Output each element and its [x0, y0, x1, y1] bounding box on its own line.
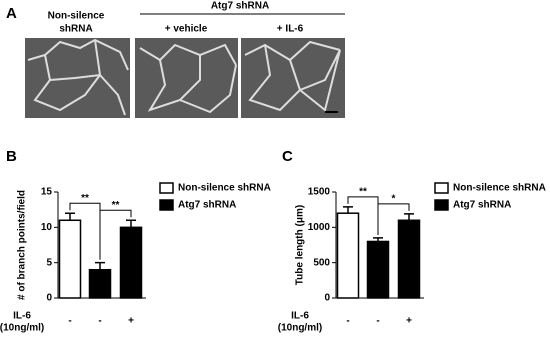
legend-label: Atg7 shRNA	[453, 200, 511, 211]
y-tick-label: 1500	[308, 187, 331, 198]
legend-label: Atg7 shRNA	[178, 200, 236, 211]
significance-label: **	[112, 200, 120, 211]
bar	[397, 219, 421, 299]
significance-label: **	[359, 186, 367, 197]
group-label: Atg7 shRNA	[211, 1, 269, 12]
y-tick-label: 10	[41, 222, 53, 233]
x-tick-label: -	[376, 316, 379, 327]
control-label: Non-silence	[48, 11, 105, 22]
error-bar	[404, 213, 414, 221]
panel-label: B	[6, 148, 17, 165]
bar	[336, 212, 360, 299]
legend-swatch	[159, 182, 174, 194]
y-axis-label: # of branch points/field	[17, 190, 28, 300]
y-tick-label: 0	[46, 293, 52, 304]
error-bar	[343, 206, 353, 214]
significance-label: *	[392, 194, 396, 205]
condition-label: + IL-6	[277, 24, 304, 35]
legend-label: Non-silence shRNA	[178, 183, 271, 194]
legend-swatch	[434, 182, 449, 194]
x-axis-unit: (10ng/ml)	[278, 323, 322, 334]
error-bar	[126, 219, 136, 228]
panel-label: A	[6, 5, 17, 22]
significance-bracket	[377, 203, 410, 235]
x-tick-label: -	[68, 316, 71, 327]
x-tick-label: +	[128, 316, 134, 327]
bar	[58, 219, 82, 299]
control-label: shRNA	[59, 24, 92, 35]
panel-label: C	[282, 148, 293, 165]
micrographs	[25, 38, 345, 118]
y-tick-label: 0	[324, 293, 330, 304]
y-axis-label: Tube length (μm)	[295, 205, 306, 285]
y-tick-label: 5	[46, 257, 52, 268]
error-bar	[95, 261, 105, 270]
error-bar	[373, 237, 383, 242]
legend-swatch	[159, 199, 174, 211]
y-tick-label: 1000	[308, 222, 331, 233]
bar	[366, 240, 390, 299]
y-tick-label: 15	[41, 187, 53, 198]
legend-label: Non-silence shRNA	[453, 183, 546, 194]
condition-label: + vehicle	[165, 24, 208, 35]
x-tick-label: -	[98, 316, 101, 327]
bar	[119, 226, 143, 299]
x-axis-unit: (10ng/ml)	[0, 323, 44, 334]
x-axis-label: IL-6	[13, 311, 31, 322]
significance-bracket	[99, 209, 132, 260]
x-axis-label: IL-6	[291, 311, 309, 322]
x-tick-label: -	[346, 316, 349, 327]
y-tick-label: 500	[313, 257, 330, 268]
significance-label: **	[81, 193, 89, 204]
bar	[88, 268, 112, 299]
x-tick-label: +	[406, 316, 412, 327]
error-bar	[65, 212, 75, 221]
legend-swatch	[434, 199, 449, 211]
